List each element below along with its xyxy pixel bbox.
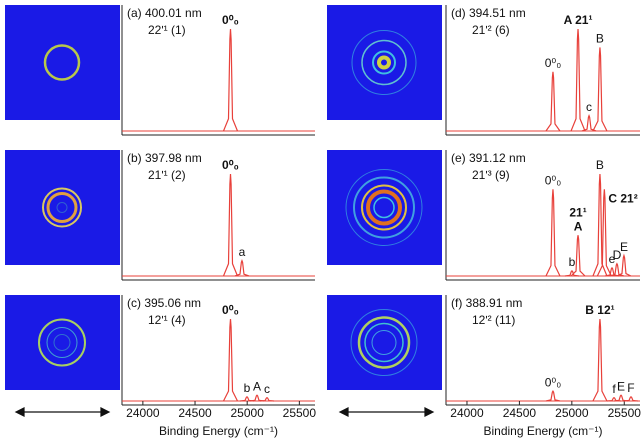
peak-label: B [596, 32, 604, 46]
spectrum-peak [546, 72, 560, 131]
x-tick-label: 24500 [178, 406, 212, 420]
panel-subtitle: 22ʹ¹ (1) [148, 23, 186, 37]
peak-label: b [244, 381, 251, 395]
peak-label: E [620, 240, 628, 254]
spectrum-peak [546, 391, 560, 401]
peak-label: B [596, 158, 604, 172]
x-axis-label: Binding Energy (cm⁻¹) [159, 424, 278, 438]
spectrum-peak [593, 47, 607, 131]
peak-label: 0⁰₀ [222, 303, 239, 317]
x-tick-label: 24000 [450, 406, 484, 420]
panel-title: (c) 395.06 nm [127, 296, 201, 310]
panel-title: (f) 388.91 nm [451, 296, 522, 310]
figure: (a) 400.01 nm 22ʹ¹ (1) 0⁰₀ (b) 397.98 nm 21ʹ… [0, 0, 642, 440]
x-tick-label: 25500 [283, 406, 317, 420]
panel-subtitle: 12ʹ¹ (4) [148, 313, 186, 327]
x-tick-label: 24500 [503, 406, 537, 420]
spectrum-peak [624, 397, 638, 401]
panel-title: (e) 391.12 nm [451, 151, 526, 165]
panel-subtitle: 21ʹ¹ (2) [148, 168, 186, 182]
spectrum-peak [223, 319, 237, 401]
panel-subtitle: 12ʹ² (11) [472, 313, 515, 327]
x-tick-label: 25000 [555, 406, 589, 420]
panel-title: (a) 400.01 nm [127, 6, 202, 20]
spectrum-peak [223, 174, 237, 276]
peak-label: A 21¹ [564, 13, 593, 27]
peak-label: 0⁰₀ [545, 375, 561, 389]
spectrum-peak [593, 319, 607, 401]
peak-label: 0⁰₀ [545, 173, 561, 187]
detector-image [327, 5, 442, 120]
peak-label: a [239, 245, 246, 259]
detector-image [5, 150, 120, 265]
detector-image [5, 5, 120, 120]
peak-label: A [574, 219, 583, 233]
x-axis-label: Binding Energy (cm⁻¹) [483, 424, 602, 438]
panel-subtitle: 21ʹ³ (9) [472, 168, 510, 182]
spectrum-peak [614, 395, 628, 401]
peak-label: b [569, 255, 576, 269]
spectrum-peak [571, 29, 585, 131]
peak-label: c [586, 100, 592, 114]
detector-image [327, 150, 442, 265]
panel-title: (b) 397.98 nm [127, 151, 202, 165]
peak-label: c [264, 382, 270, 396]
spectrum-peak [546, 189, 560, 276]
x-tick-label: 25500 [608, 406, 642, 420]
detector-image [5, 295, 120, 390]
peak-label: B 12¹ [585, 303, 614, 317]
peak-label: 0⁰₀ [222, 13, 239, 27]
peak-label: A [253, 379, 261, 393]
x-tick-label: 25000 [231, 406, 265, 420]
scale-arrows [16, 408, 433, 416]
x-tick-label: 24000 [126, 406, 160, 420]
peak-label: 0⁰₀ [545, 56, 561, 70]
peak-label: 21¹ [569, 205, 586, 219]
spectrum-peak [250, 395, 264, 401]
peak-label: f [612, 382, 616, 396]
panel-title: (d) 394.51 nm [451, 6, 526, 20]
panel-subtitle: 21ʹ² (6) [472, 23, 510, 37]
peak-label: F [627, 381, 634, 395]
spectrum-peak [223, 29, 237, 131]
peak-label: 0⁰₀ [222, 158, 239, 172]
peak-label: C 21² [608, 191, 637, 205]
peak-label: E [617, 379, 625, 393]
